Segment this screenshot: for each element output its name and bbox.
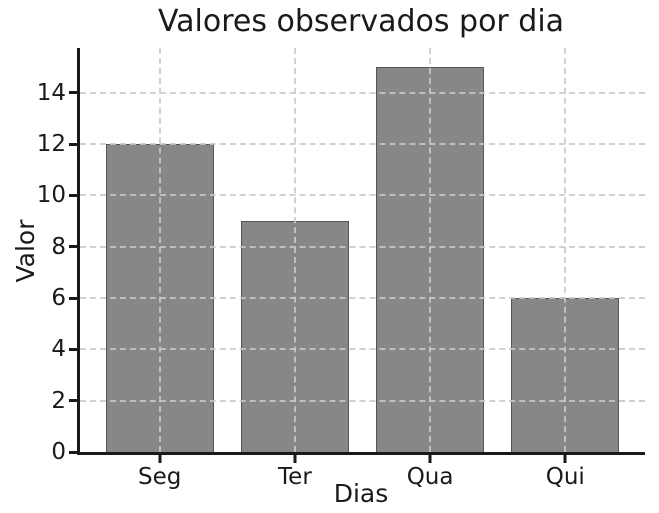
bar-ter: [240, 221, 349, 452]
bar-qua: [376, 67, 485, 452]
x-tick-label: Qua: [406, 464, 454, 490]
y-tick-mark: [69, 450, 77, 454]
x-tick-label: Ter: [278, 464, 312, 490]
x-tick-label: Qui: [545, 464, 585, 490]
x-tick-label: Seg: [138, 464, 182, 490]
x-tick-mark: [158, 455, 162, 463]
y-tick-label: 8: [51, 233, 66, 260]
y-tick-mark: [69, 245, 77, 249]
y-tick-mark: [69, 347, 77, 351]
plot-area: 0 2 4 6 8 10 12 14 Seg Ter Qua Qui: [37, 48, 645, 490]
x-tick-mark: [563, 455, 567, 463]
bar-qui: [511, 298, 620, 452]
y-axis-label: Valor: [11, 219, 40, 283]
y-tick-label: 2: [51, 387, 66, 414]
x-axis-label: Dias: [333, 479, 389, 508]
x-tick-mark: [293, 455, 297, 463]
y-tick-label: 14: [36, 79, 66, 106]
y-tick-mark: [69, 296, 77, 300]
h-gridline: [80, 91, 645, 94]
y-tick-label: 10: [36, 182, 66, 209]
y-tick-mark: [69, 193, 77, 197]
y-tick-mark: [69, 91, 77, 95]
bar-seg: [105, 144, 214, 452]
y-tick-label: 4: [51, 336, 66, 363]
x-tick-mark: [428, 455, 432, 463]
y-tick-mark: [69, 142, 77, 146]
chart-title: Valores observados por dia: [157, 4, 565, 39]
y-tick-label: 12: [36, 131, 66, 158]
y-tick-label: 6: [51, 285, 66, 312]
y-tick-label: 0: [51, 439, 66, 465]
y-tick-mark: [69, 399, 77, 403]
